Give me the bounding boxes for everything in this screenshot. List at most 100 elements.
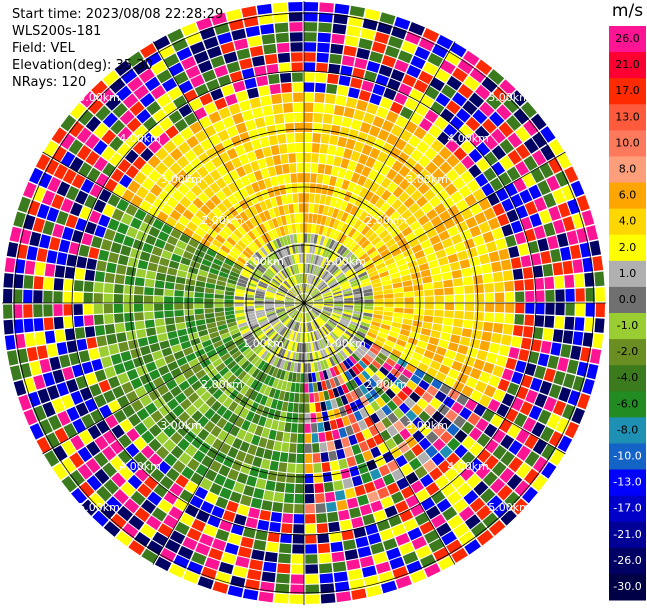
ray-bin [293, 93, 303, 102]
ray-bin [471, 266, 481, 276]
ray-bin [106, 334, 117, 345]
ray-bin [174, 297, 183, 303]
ray-bin [98, 250, 109, 262]
ray-bin [104, 283, 114, 293]
ray-bin [304, 234, 307, 243]
ray-bin [247, 569, 261, 580]
ray-bin [155, 280, 165, 288]
ray-bin [85, 326, 95, 337]
ray-bin [288, 204, 294, 214]
ray-bin [288, 153, 296, 163]
ray-bin [175, 316, 185, 323]
ray-bin [232, 113, 244, 125]
ray-bin [84, 315, 94, 326]
ray-bin [464, 311, 474, 319]
ray-bin [354, 58, 367, 69]
ray-bin [463, 276, 473, 285]
ray-bin [305, 484, 314, 493]
ray-bin [340, 127, 350, 138]
ray-bin [84, 293, 93, 303]
ray-bin [313, 453, 321, 463]
ray-bin [318, 164, 325, 174]
field-label: Field: VEL [12, 40, 223, 57]
ray-bin [495, 238, 506, 250]
ray-bin [314, 392, 320, 402]
ray-bin [448, 342, 459, 352]
ray-bin [511, 257, 522, 269]
ray-bin [445, 295, 454, 302]
ray-bin [523, 326, 533, 338]
ray-bin [430, 267, 440, 275]
ray-bin [124, 313, 134, 322]
ray-bin [233, 81, 246, 93]
ray-bin [265, 480, 275, 490]
ray-bin [323, 175, 330, 185]
ray-bin [134, 304, 143, 312]
ray-bin [535, 290, 544, 301]
ray-bin [525, 291, 534, 302]
ray-bin [104, 304, 113, 313]
ray-bin [485, 293, 494, 302]
ray-bin [404, 292, 413, 298]
ray-bin [346, 559, 360, 570]
ring-label: 4.00km [447, 460, 489, 473]
elevation-label: Elevation(deg): 35.30 [12, 57, 223, 74]
ray-bin [276, 573, 290, 583]
ray-bin [304, 343, 306, 352]
ray-bin [7, 350, 18, 365]
ray-bin [472, 330, 482, 340]
ring-label: 1.00km [242, 337, 284, 350]
ray-bin [473, 321, 483, 330]
ray-bin [291, 574, 304, 583]
ray-bin [215, 289, 224, 294]
ray-bin [422, 322, 432, 329]
ray-bin [384, 289, 394, 294]
ray-bin [454, 286, 464, 294]
ray-bin [340, 468, 350, 479]
ray-bin [34, 276, 44, 289]
ray-bin [593, 334, 604, 349]
ray-bin [319, 154, 327, 164]
ray-bin [284, 422, 291, 432]
ray-bin [204, 303, 213, 308]
ray-bin [361, 28, 376, 40]
ray-bin [126, 266, 136, 276]
ray-bin [240, 495, 252, 506]
ray-bin [138, 337, 149, 347]
ray-bin [57, 342, 68, 355]
ray-bin [304, 223, 308, 232]
ray-bin [323, 114, 333, 124]
ray-bin [315, 493, 325, 503]
ray-bin [105, 273, 115, 283]
ray-bin [586, 225, 598, 241]
ray-bin [359, 90, 371, 102]
ray-bin [306, 595, 320, 604]
ray-bin [444, 310, 454, 318]
ray-bin [348, 569, 362, 580]
ray-bin [326, 84, 337, 94]
ray-bin [114, 304, 123, 313]
ray-bin [295, 383, 300, 392]
ray-bin [96, 260, 107, 271]
ray-bin [540, 251, 551, 264]
ray-bin [448, 254, 459, 264]
ray-bin [290, 433, 297, 443]
ray-bin [79, 350, 90, 362]
ray-bin [384, 294, 393, 299]
ray-bin [290, 173, 297, 183]
ray-bin [327, 74, 339, 84]
colorbar: m/s26.021.017.013.010.08.06.04.02.01.00.… [609, 1, 646, 601]
ray-bin [104, 294, 113, 303]
ray-bin [481, 263, 492, 273]
ray-bin [224, 303, 233, 307]
ray-bin [464, 238, 475, 249]
ring-label: 1.00km [242, 255, 284, 268]
ray-bin [86, 337, 97, 349]
ray-bin [258, 592, 273, 603]
ray-bin [242, 110, 253, 121]
ray-bin [305, 514, 315, 523]
ray-bin [175, 283, 185, 290]
ray-bin [73, 304, 82, 315]
ray-bin [278, 462, 287, 472]
ray-bin [465, 303, 474, 311]
